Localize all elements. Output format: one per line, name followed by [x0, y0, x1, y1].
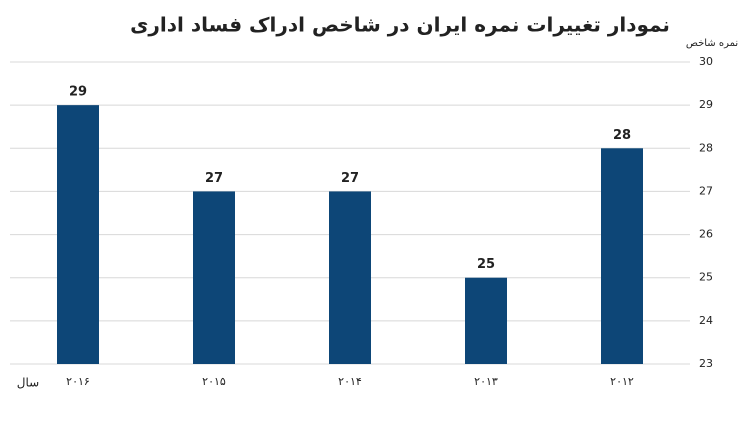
data-label: 28: [613, 128, 631, 143]
data-label: 25: [477, 257, 495, 272]
y-tick-label: 27: [699, 184, 713, 197]
data-label: 27: [205, 171, 223, 186]
y-tick-label: 24: [699, 314, 713, 327]
y-tick-label: 25: [699, 271, 713, 284]
y-axis-label: نمره شاخص: [686, 38, 738, 49]
x-tick-label: ۲۰۱۲: [610, 375, 634, 388]
data-label: 27: [341, 171, 359, 186]
bar: [329, 191, 371, 364]
data-label: 29: [69, 85, 87, 100]
y-tick-label: 30: [699, 55, 713, 68]
bar: [193, 191, 235, 364]
y-tick-label: 26: [699, 228, 713, 241]
y-tick-label: 28: [699, 141, 713, 154]
bar: [465, 277, 507, 364]
bar: [601, 148, 643, 364]
y-tick-label: 29: [699, 98, 713, 111]
x-tick-label: ۲۰۱۵: [202, 375, 226, 388]
bar: [57, 105, 99, 365]
x-tick-label: ۲۰۱۳: [474, 375, 498, 388]
x-axis-label: سال: [17, 376, 39, 390]
x-tick-label: ۲۰۱۴: [338, 375, 362, 388]
x-tick-label: ۲۰۱۶: [66, 375, 90, 388]
chart-title: نمودار تغییرات نمره ایران در شاخص ادراک …: [130, 13, 670, 37]
y-tick-label: 23: [699, 357, 713, 370]
